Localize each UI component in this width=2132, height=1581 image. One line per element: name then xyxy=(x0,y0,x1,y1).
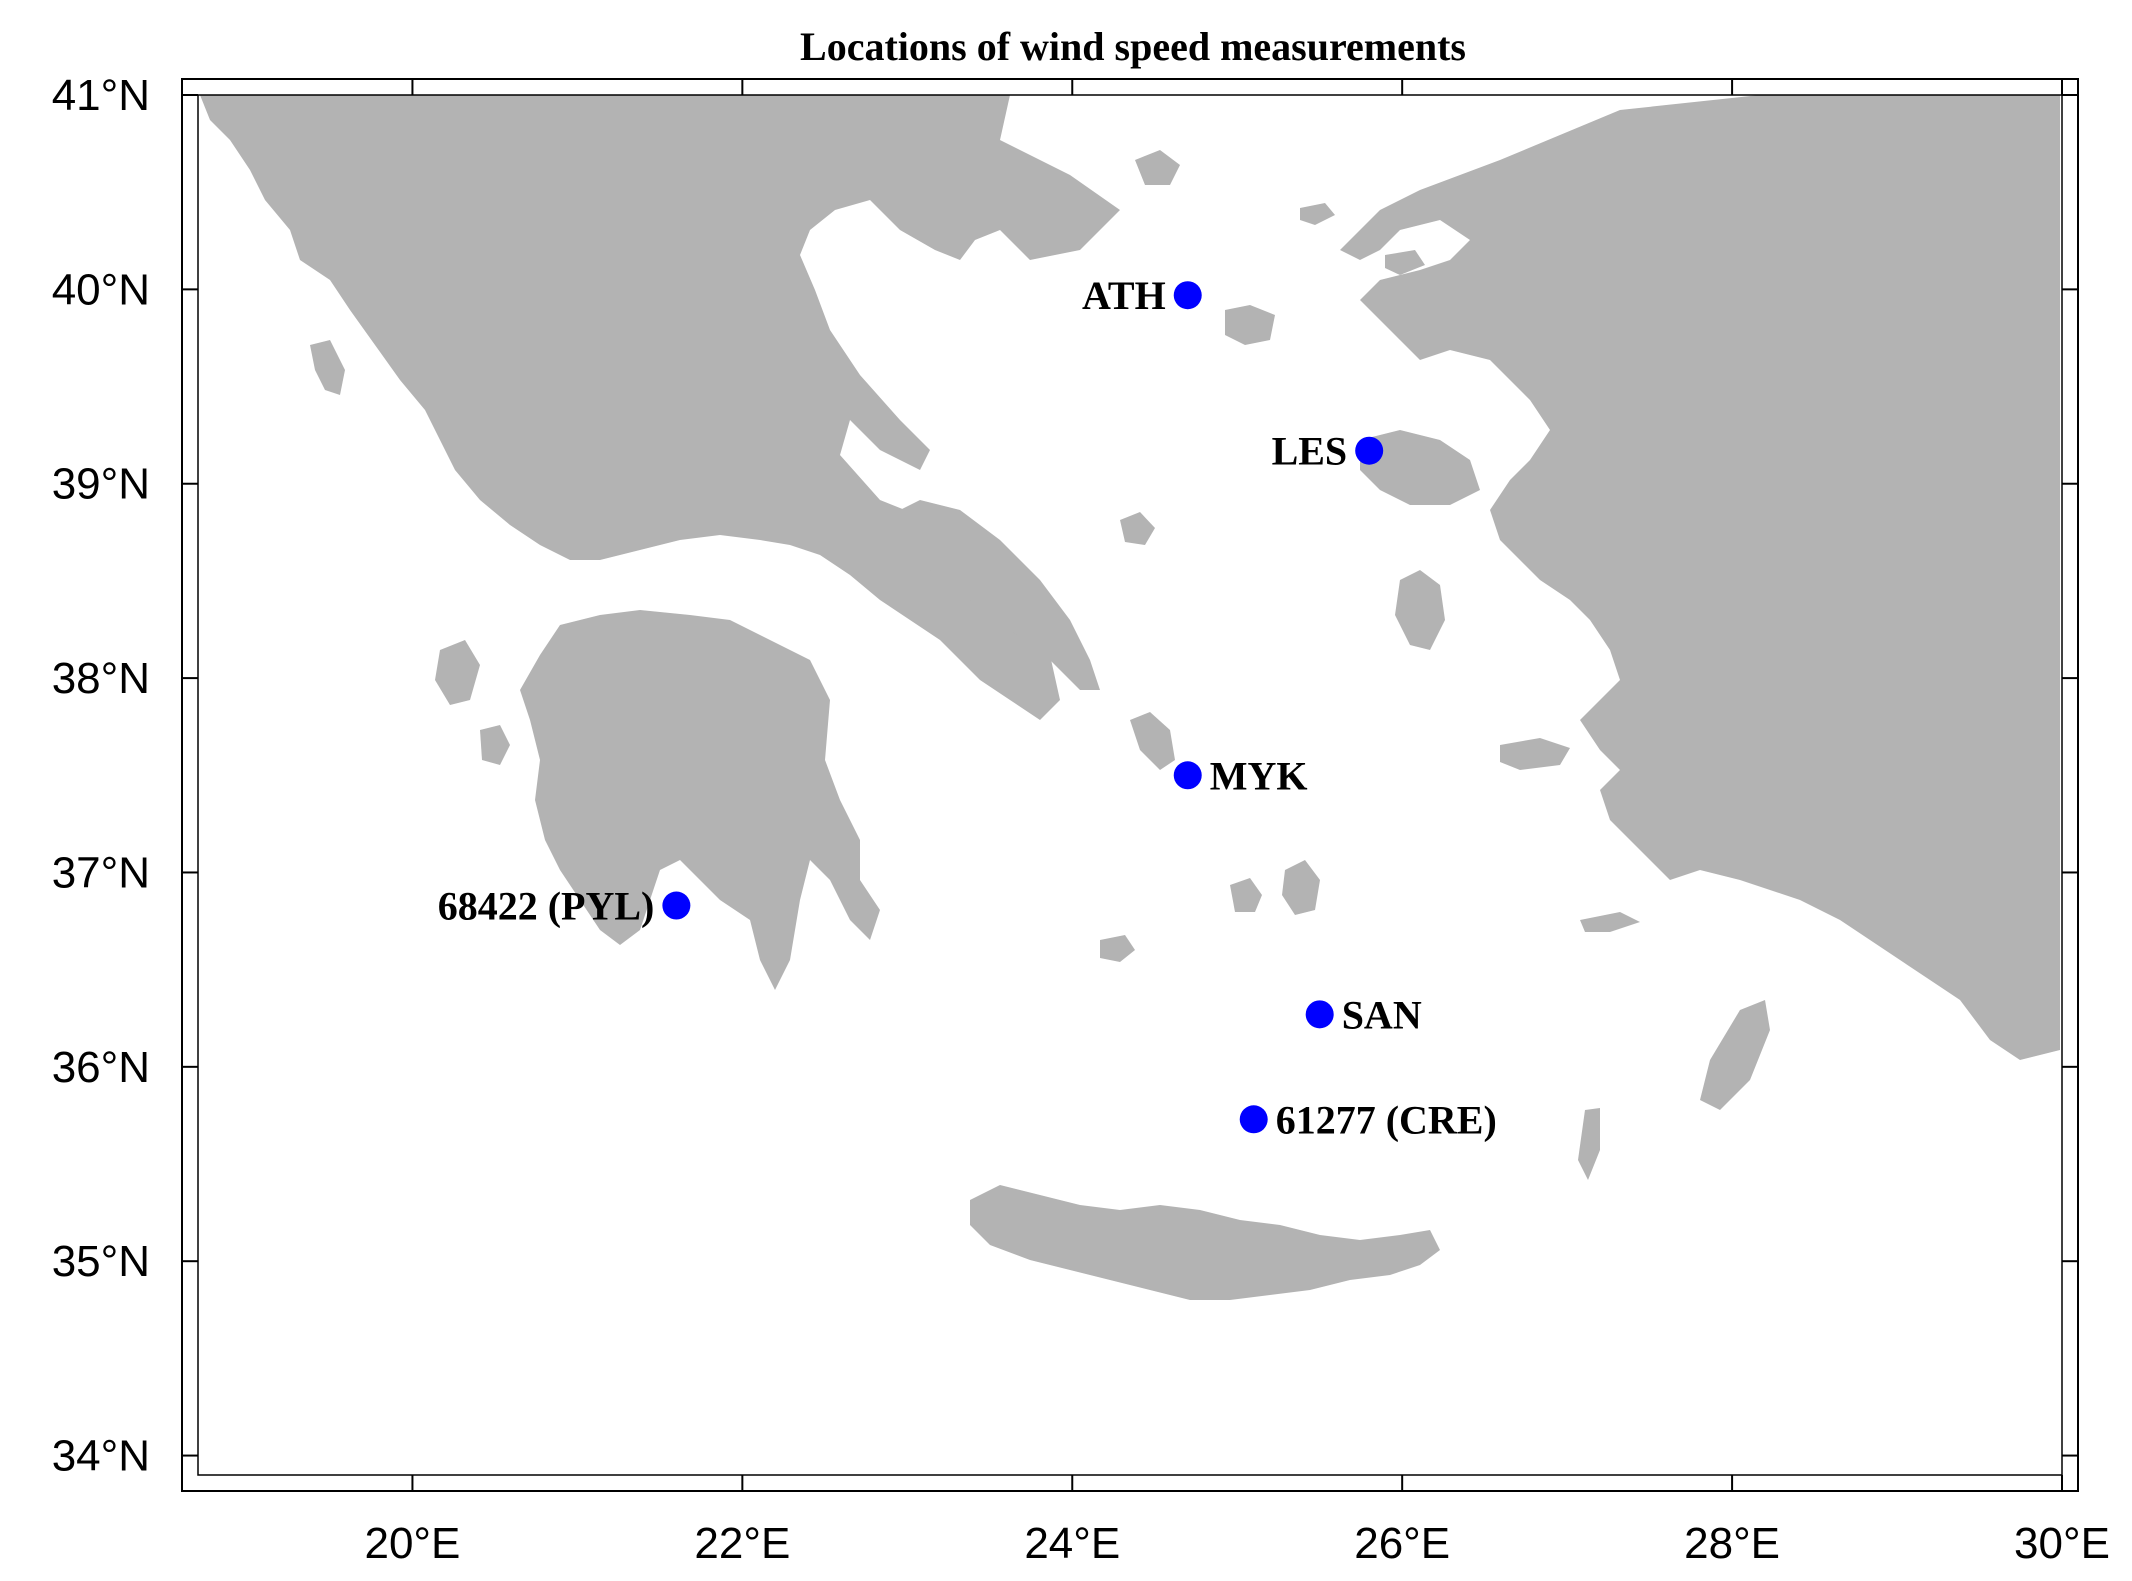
station-markers: ATH LES MYK 68422 (PYL) SAN 61277 (CRE) xyxy=(438,273,1497,1142)
lon-tick-label: 28°E xyxy=(1684,1519,1780,1568)
lon-tick-label: 26°E xyxy=(1354,1519,1450,1568)
lat-tick-label: 34°N xyxy=(52,1432,150,1481)
station-san[interactable]: SAN xyxy=(1305,992,1422,1037)
land-peloponnese xyxy=(520,610,880,990)
map-title: Locations of wind speed measurements xyxy=(800,24,1466,69)
station-marker[interactable] xyxy=(662,891,691,920)
station-marker[interactable] xyxy=(1173,281,1202,310)
station-label: ATH xyxy=(1082,273,1166,318)
lat-tick-label: 40°N xyxy=(52,265,150,314)
lat-tick-label: 41°N xyxy=(52,71,150,120)
lat-tick-label: 36°N xyxy=(52,1043,150,1092)
land-corfu xyxy=(310,340,345,395)
land-rhodes xyxy=(1700,1000,1770,1110)
land-thasos xyxy=(1135,150,1180,185)
land-skyros xyxy=(1120,512,1155,545)
land-zakynthos xyxy=(480,725,510,765)
lon-tick-label: 20°E xyxy=(364,1519,460,1568)
station-label: 68422 (PYL) xyxy=(438,884,655,929)
lat-tick-label: 38°N xyxy=(52,654,150,703)
map-frame-outer xyxy=(181,78,2079,1492)
station-ath[interactable]: ATH xyxy=(1082,273,1202,318)
land-milos xyxy=(1100,935,1135,962)
map-frame-inner xyxy=(197,94,2063,1476)
land-crete xyxy=(970,1185,1440,1300)
land-balkans xyxy=(200,95,1120,720)
land-chios xyxy=(1395,570,1445,650)
longitude-labels: 20°E 22°E 24°E 26°E 28°E 30°E xyxy=(364,1519,2109,1568)
station-68422-pyl[interactable]: 68422 (PYL) xyxy=(438,884,691,929)
lat-tick-label: 37°N xyxy=(52,848,150,897)
land-karpathos xyxy=(1578,1108,1600,1180)
land-anatolia xyxy=(1340,95,2060,1060)
land-masses xyxy=(200,95,2060,1300)
lon-tick-label: 24°E xyxy=(1024,1519,1120,1568)
station-label: MYK xyxy=(1210,753,1308,798)
station-61277-cre[interactable]: 61277 (CRE) xyxy=(1239,1097,1497,1142)
land-paros xyxy=(1230,878,1262,912)
station-myk[interactable]: MYK xyxy=(1173,753,1308,798)
land-limnos xyxy=(1225,305,1275,345)
station-marker[interactable] xyxy=(1305,1000,1334,1029)
land-euboea xyxy=(880,500,1100,690)
station-les[interactable]: LES xyxy=(1272,429,1384,474)
station-marker[interactable] xyxy=(1173,761,1202,790)
land-imbros xyxy=(1385,250,1425,275)
land-andros xyxy=(1130,712,1175,770)
land-samos xyxy=(1500,738,1570,770)
station-label: SAN xyxy=(1342,992,1422,1037)
station-label: LES xyxy=(1272,429,1348,474)
land-lesvos xyxy=(1360,430,1480,505)
land-kefalonia xyxy=(435,640,480,705)
lon-tick-label: 30°E xyxy=(2014,1519,2110,1568)
station-marker[interactable] xyxy=(1239,1105,1268,1134)
land-naxos xyxy=(1282,860,1320,915)
lat-tick-label: 35°N xyxy=(52,1237,150,1286)
map-ticks xyxy=(182,79,2078,1491)
land-samothraki xyxy=(1300,203,1335,225)
latitude-labels: 34°N 35°N 36°N 37°N 38°N 39°N 40°N 41°N xyxy=(52,71,150,1481)
map-frame xyxy=(181,78,2079,1492)
land-kos xyxy=(1580,912,1640,932)
lon-tick-label: 22°E xyxy=(694,1519,790,1568)
station-label: 61277 (CRE) xyxy=(1276,1097,1497,1142)
station-marker[interactable] xyxy=(1355,436,1384,465)
lat-tick-label: 39°N xyxy=(52,460,150,509)
